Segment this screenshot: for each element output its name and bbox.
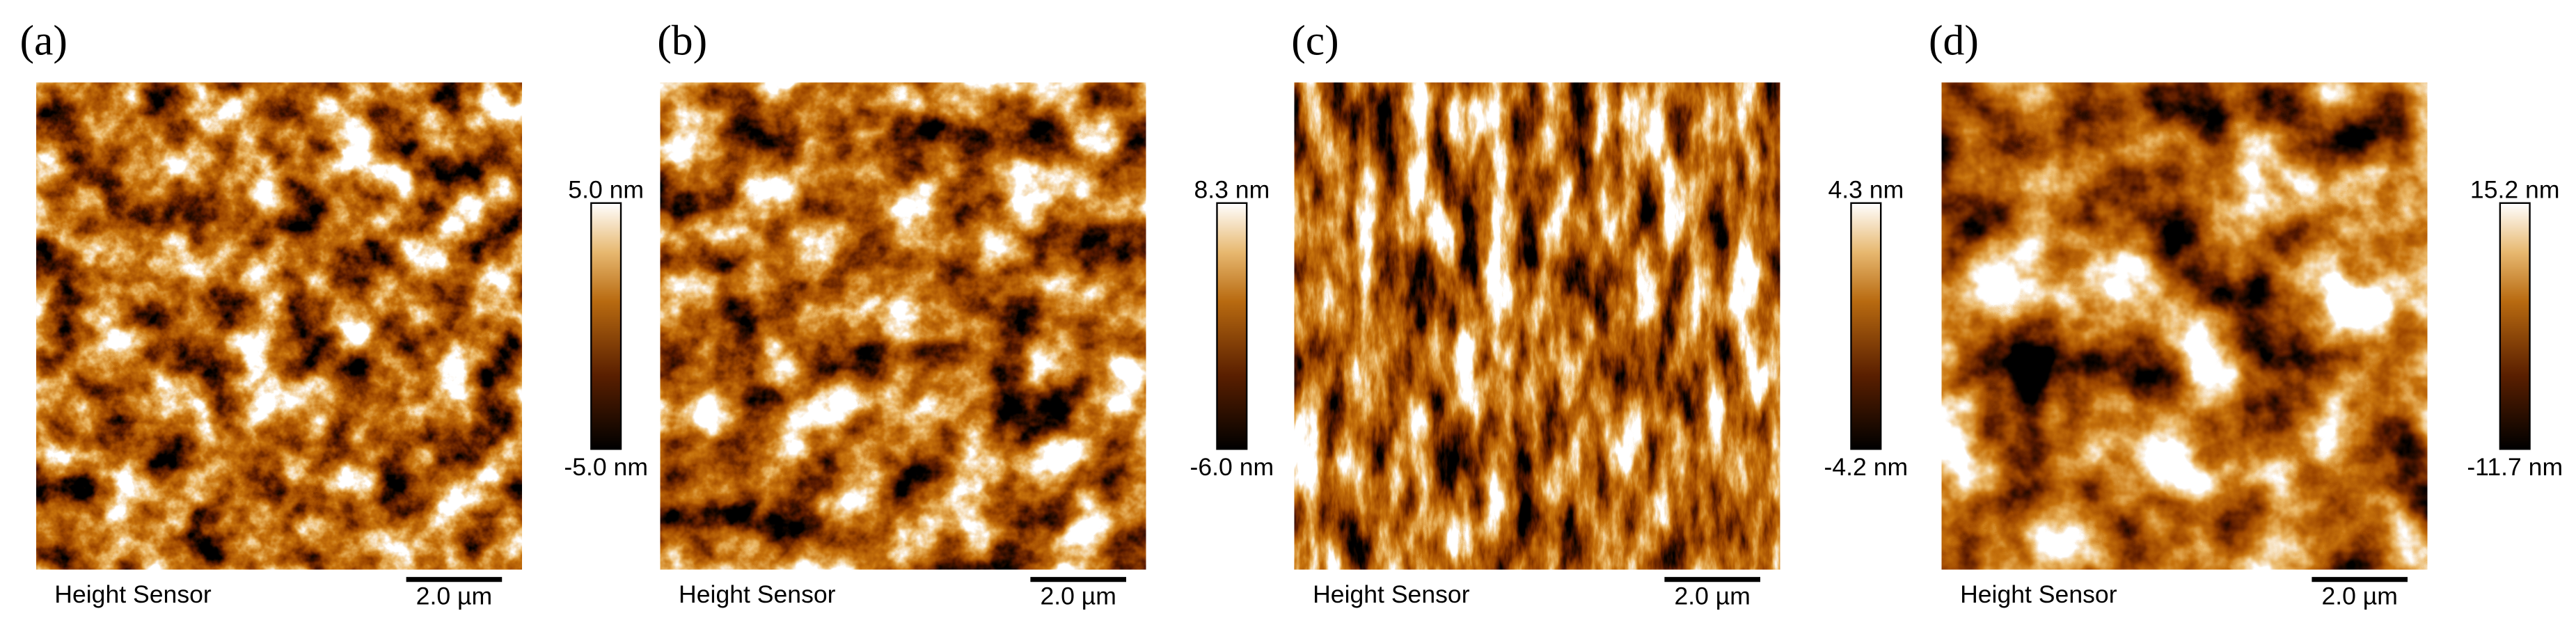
- panel-label: (d): [1929, 17, 1979, 64]
- colorbar-max: 5.0 nm: [568, 176, 644, 204]
- scale-bar-label: 2.0 µm: [1674, 582, 1750, 610]
- panel: (c) 4.3 nm -4.2 nm Height Sensor 2.0 µm: [1291, 17, 1908, 610]
- colorbar-max: 8.3 nm: [1194, 176, 1270, 204]
- colorbar: [2499, 202, 2531, 450]
- panel: (d) 15.2 nm -11.7 nm Height Sensor 2.0 µm: [1929, 17, 2563, 610]
- colorbar-max: 4.3 nm: [1828, 176, 1904, 204]
- colorbar-min: -4.2 nm: [1824, 453, 1909, 481]
- scale-bar-label: 2.0 µm: [1040, 582, 1116, 610]
- colorbar-min: -5.0 nm: [564, 453, 648, 481]
- colorbar-min: -6.0 nm: [1190, 453, 1274, 481]
- panel-label: (c): [1291, 17, 1338, 64]
- afm-image: [36, 82, 522, 570]
- afm-image: [660, 82, 1146, 570]
- colorbar-max: 15.2 nm: [2470, 176, 2560, 204]
- afm-image: [1941, 82, 2428, 570]
- scale-bar-label: 2.0 µm: [416, 582, 492, 610]
- channel-name: Height Sensor: [679, 580, 836, 608]
- afm-image: [1294, 82, 1780, 570]
- colorbar: [1216, 202, 1248, 450]
- panel: (a) 5.0 nm -5.0 nm Height Sensor 2.0 µm: [19, 17, 648, 610]
- channel-name: Height Sensor: [1960, 580, 2117, 608]
- panel-label: (b): [657, 17, 707, 64]
- channel-name: Height Sensor: [1313, 580, 1470, 608]
- scale-bar-label: 2.0 µm: [2321, 582, 2397, 610]
- colorbar-min: -11.7 nm: [2467, 453, 2563, 481]
- channel-name: Height Sensor: [54, 580, 212, 608]
- panel: (b) 8.3 nm -6.0 nm Height Sensor 2.0 µm: [657, 17, 1274, 610]
- colorbar: [590, 202, 622, 450]
- colorbar: [1850, 202, 1882, 450]
- panel-label: (a): [19, 17, 67, 64]
